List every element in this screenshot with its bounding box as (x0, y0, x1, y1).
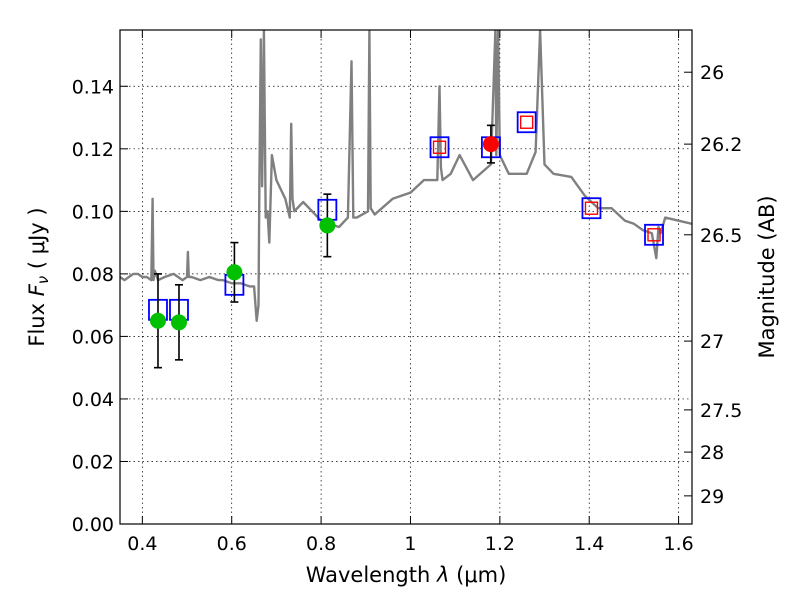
x-tick-label: 0.6 (217, 533, 247, 555)
y2-tick-label: 27.5 (700, 400, 742, 422)
model-flux-square (581, 197, 602, 220)
x-tick-label: 1.6 (663, 533, 693, 555)
x-tick-label: 1.2 (485, 533, 515, 555)
spectrum-line (120, 30, 692, 322)
model-flux-square (429, 136, 450, 159)
upper-limit-square (432, 140, 447, 154)
observed-flux-point (149, 312, 166, 329)
y2-axis-label: Magnitude (AB) (755, 195, 779, 358)
x-tick-label: 1.4 (574, 533, 604, 555)
y2-tick-label: 28 (700, 442, 724, 464)
y2-tick-label: 26.2 (700, 134, 742, 156)
model-flux-square (516, 111, 537, 134)
y-tick-label: 0.08 (72, 264, 114, 286)
upper-limit-square (647, 228, 661, 242)
upper-limit-square (584, 201, 599, 215)
observed-flux-point (170, 314, 187, 331)
observed-flux-point (482, 136, 499, 153)
x-tick-label: 1 (404, 533, 416, 555)
y-tick-label: 0.12 (72, 139, 114, 161)
y-tick-label: 0.02 (72, 451, 114, 473)
y-tick-label: 0.04 (72, 389, 114, 411)
ticks (120, 30, 692, 525)
spectrum-layer (120, 30, 692, 322)
y-tick-label: 0.06 (72, 326, 114, 348)
y2-tick-label: 29 (700, 486, 724, 508)
y2-tick-label: 27 (700, 331, 724, 353)
y-tick-label: 0.14 (72, 76, 114, 98)
x-axis-label: Wavelength λ (μm) (306, 563, 507, 587)
observed-flux-point (226, 264, 243, 281)
y2-tick-label: 26.5 (700, 225, 742, 247)
y-axis-label: Flux Fν ( μJy ) (25, 207, 52, 346)
y2-tick-label: 26 (700, 62, 724, 84)
y-tick-label: 0.00 (72, 514, 114, 536)
plot-frame (119, 29, 693, 525)
marker-layer (148, 111, 664, 369)
tick-labels: 0.4 0.6 0.8 1 1.2 1.4 1.6 0.00 0.02 0.04 0.06 0.08 0… (72, 62, 743, 555)
observed-flux-point (319, 217, 336, 234)
x-tick-label: 0.4 (127, 533, 157, 555)
y-tick-label: 0.10 (72, 201, 114, 223)
model-flux-square (644, 223, 664, 246)
x-tick-label: 0.8 (306, 533, 336, 555)
upper-limit-square (519, 115, 534, 129)
plot-background (120, 30, 692, 524)
